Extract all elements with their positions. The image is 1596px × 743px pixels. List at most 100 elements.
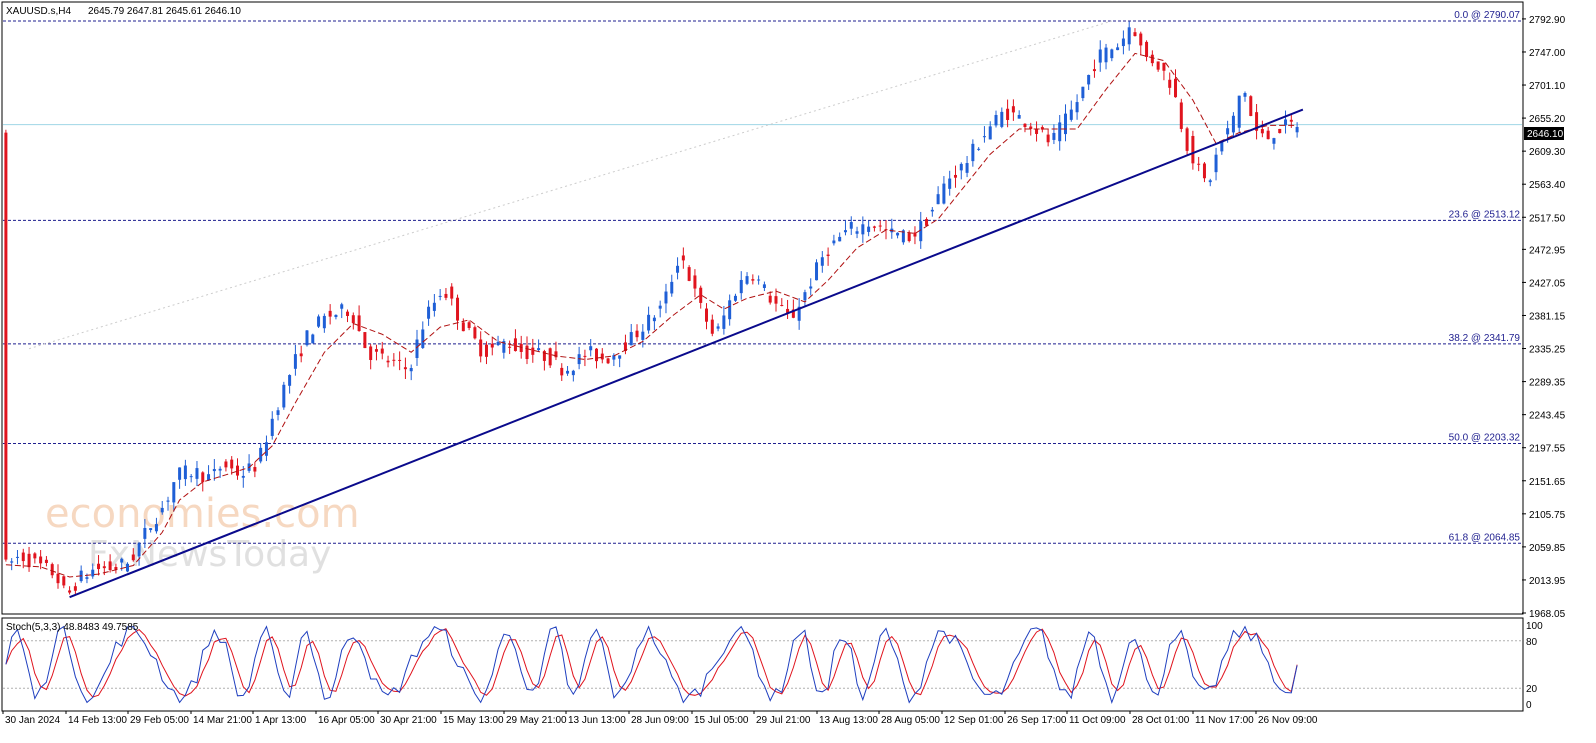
bear-candle xyxy=(786,308,790,314)
time-tick-label: 28 Oct 01:00 xyxy=(1132,715,1190,726)
bear-candle xyxy=(774,296,778,304)
ohlc-values: 2645.79 2647.81 2645.61 2646.10 xyxy=(88,6,241,17)
bear-candle xyxy=(224,461,228,468)
symbol-label: XAUUSD.s,H4 xyxy=(6,6,71,17)
stochastic-signal-line xyxy=(5,628,1298,698)
bear-candle xyxy=(479,339,483,357)
bull-candle xyxy=(537,348,541,351)
bear-candle xyxy=(62,576,66,586)
bear-candle xyxy=(623,342,627,351)
bear-candle xyxy=(50,564,54,576)
bull-candle xyxy=(91,569,95,577)
bear-candle xyxy=(461,322,465,332)
bull-candle xyxy=(154,524,158,532)
bear-candle xyxy=(693,275,697,289)
bear-candle xyxy=(403,367,407,370)
bull-candle xyxy=(85,577,89,579)
stochastic-level-label: 20 xyxy=(1526,684,1538,695)
bear-candle xyxy=(600,353,604,360)
bear-candle xyxy=(1249,96,1253,116)
fib-label: 50.0 @ 2203.32 xyxy=(1449,433,1521,444)
bear-candle xyxy=(21,552,25,562)
fib-diagonal-line xyxy=(28,20,1112,350)
bull-candle xyxy=(15,556,19,558)
bear-candle xyxy=(513,338,517,352)
bull-candle xyxy=(676,265,680,273)
bull-candle xyxy=(282,384,286,408)
price-tick-label: 2655.20 xyxy=(1529,114,1566,125)
price-tick-label: 2609.30 xyxy=(1529,147,1566,158)
bull-candle xyxy=(618,355,622,359)
bull-candle xyxy=(502,341,506,353)
stochastic-level-label: 80 xyxy=(1526,637,1538,648)
bear-candle xyxy=(1179,102,1183,129)
bull-candle xyxy=(432,302,436,311)
bear-candle xyxy=(114,567,118,570)
bull-candle xyxy=(270,418,274,436)
time-tick-label: 13 Aug 13:00 xyxy=(819,715,878,726)
bull-candle xyxy=(1098,49,1102,63)
bear-candle xyxy=(751,279,755,281)
bear-candle xyxy=(450,286,454,299)
bull-candle xyxy=(988,126,992,140)
stochastic-level-label: 0 xyxy=(1526,700,1532,711)
bear-candle xyxy=(548,348,552,366)
time-tick-label: 15 May 13:00 xyxy=(443,715,504,726)
bear-candle xyxy=(484,344,488,357)
bear-candle xyxy=(1145,41,1149,57)
bear-candle xyxy=(108,561,112,571)
bull-candle xyxy=(125,563,129,572)
bull-candle xyxy=(797,306,801,321)
bear-candle xyxy=(369,346,373,360)
price-tick-label: 2701.10 xyxy=(1529,81,1566,92)
price-tick-label: 2289.35 xyxy=(1529,378,1566,389)
bull-candle xyxy=(1087,74,1091,85)
time-tick-label: 1 Apr 13:00 xyxy=(255,715,307,726)
bear-candle xyxy=(872,226,876,228)
bear-candle xyxy=(351,315,355,323)
bull-candle xyxy=(919,221,923,242)
bear-candle xyxy=(444,293,448,298)
bear-candle xyxy=(710,319,714,334)
bear-candle xyxy=(1185,128,1189,151)
bear-candle xyxy=(236,465,240,476)
bull-candle xyxy=(809,286,813,289)
bull-candle xyxy=(1272,138,1276,144)
bear-candle xyxy=(1040,127,1044,130)
price-axis: 2792.90 2747.00 2701.10 2655.20 2609.30 2563.… xyxy=(1522,15,1566,620)
bull-candle xyxy=(137,543,141,557)
bull-candle xyxy=(571,370,575,376)
time-tick-label: 29 May 21:00 xyxy=(506,715,567,726)
time-tick-label: 28 Jun 09:00 xyxy=(631,715,689,726)
bull-candle xyxy=(1231,115,1235,133)
bull-candle xyxy=(409,367,413,372)
bull-candle xyxy=(1127,27,1131,45)
bull-candle xyxy=(589,346,593,351)
bear-candle xyxy=(1156,61,1160,70)
bull-candle xyxy=(212,469,216,472)
bull-candle xyxy=(293,354,297,369)
bear-candle xyxy=(346,311,350,316)
bear-candle xyxy=(201,472,205,483)
bear-candle xyxy=(525,345,529,360)
bull-candle xyxy=(959,163,963,171)
bear-candle xyxy=(1092,69,1096,72)
bull-candle xyxy=(942,183,946,204)
bear-candle xyxy=(398,359,402,361)
bull-candle xyxy=(739,279,743,294)
bull-candle xyxy=(264,442,268,456)
bull-candle xyxy=(178,467,182,480)
time-tick-label: 14 Feb 13:00 xyxy=(68,715,127,726)
bull-candle xyxy=(867,226,871,232)
bear-candle xyxy=(826,254,830,256)
bear-candle xyxy=(4,132,8,560)
bull-candle xyxy=(305,330,309,346)
bear-candle xyxy=(392,359,396,361)
bull-candle xyxy=(276,410,280,415)
bull-candle xyxy=(762,284,766,288)
bear-candle xyxy=(1023,123,1027,127)
bull-candle xyxy=(1081,86,1085,99)
bull-candle xyxy=(334,314,338,318)
bull-candle xyxy=(994,114,998,126)
bear-candle xyxy=(473,327,477,339)
